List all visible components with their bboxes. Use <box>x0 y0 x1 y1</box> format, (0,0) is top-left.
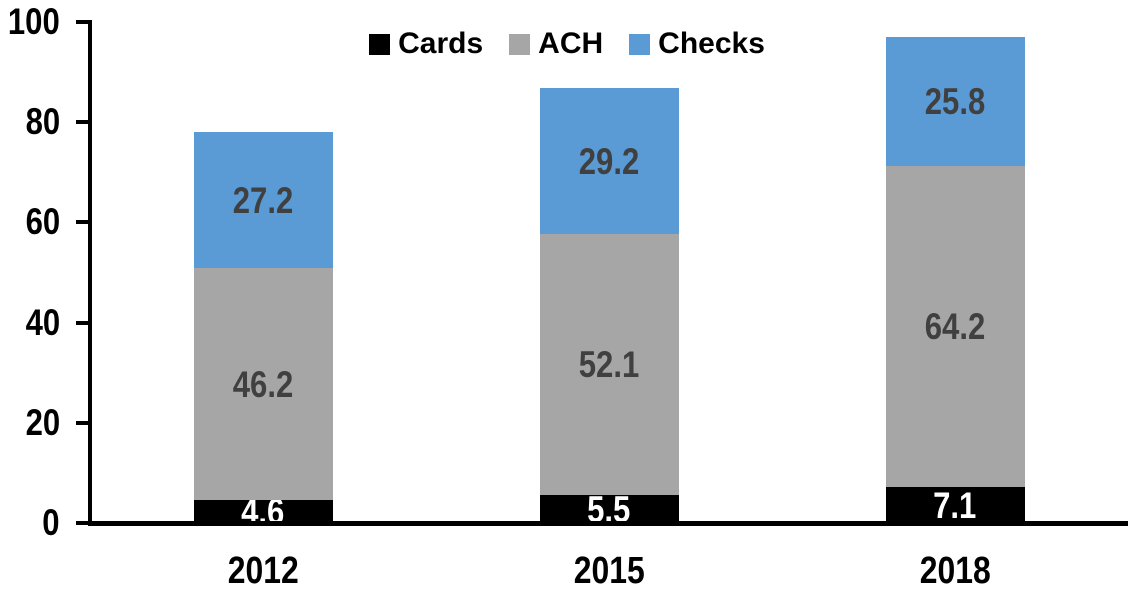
legend-label-ach: ACH <box>538 27 604 60</box>
x-axis-line <box>88 521 1128 526</box>
y-axis-tick-value: 80 <box>25 101 60 143</box>
x-axis-label-text: 2012 <box>227 549 299 592</box>
bar-value-label-ach-2012: 46.2 <box>232 363 294 405</box>
bar-value-label-ach-2018: 64.2 <box>924 306 986 348</box>
y-axis-tick <box>76 120 88 125</box>
y-axis-tick <box>76 20 88 24</box>
bar-segment-checks-2012: 27.2 <box>193 132 333 269</box>
bar-value-label-ach-2015: 52.1 <box>578 344 640 386</box>
x-axis-label-2015: 2015 <box>509 550 709 592</box>
x-axis-label-2012: 2012 <box>163 550 363 592</box>
y-axis-tick-value: 40 <box>25 301 60 343</box>
bar-segment-cards-2012: 4.6 <box>193 493 333 530</box>
legend: Cards ACH Checks <box>0 29 1134 59</box>
y-axis-tick <box>76 220 88 225</box>
y-axis-tick-label: 20 <box>0 401 60 443</box>
legend-swatch-cards-icon <box>369 33 391 55</box>
bar-segment-ach-2012: 46.2 <box>193 268 333 500</box>
bar-segment-cards-2015: 5.5 <box>539 491 679 528</box>
y-axis-tick-label: 80 <box>0 101 60 143</box>
legend-swatch-checks-icon <box>629 33 651 55</box>
bar-segment-cards-2018: 7.1 <box>885 484 1025 526</box>
legend-item-cards: Cards <box>369 29 483 59</box>
legend-label-cards: Cards <box>398 27 484 60</box>
y-axis-tick <box>76 521 88 525</box>
bar-value-label-checks-2015: 29.2 <box>578 140 640 182</box>
y-axis-tick <box>76 420 88 425</box>
y-axis-tick-label: 40 <box>0 301 60 343</box>
bar-value-label-checks-2012: 27.2 <box>232 179 294 221</box>
bar-value-label-cards-2018: 7.1 <box>933 484 977 526</box>
y-axis-tick-label: 0 <box>0 502 60 543</box>
bar-segment-checks-2018: 25.8 <box>885 36 1025 166</box>
legend-item-checks: Checks <box>629 29 765 59</box>
legend-label-checks: Checks <box>658 27 765 60</box>
x-axis-label-text: 2015 <box>573 549 645 592</box>
y-axis-tick-value: 100 <box>8 1 60 42</box>
bar-segment-ach-2015: 52.1 <box>539 234 679 496</box>
y-axis-tick-label: 60 <box>0 201 60 243</box>
bar-segment-ach-2018: 64.2 <box>885 165 1025 488</box>
bar-value-label-checks-2018: 25.8 <box>924 80 986 122</box>
legend-item-ach: ACH <box>509 29 603 59</box>
y-axis-tick-label: 100 <box>0 1 60 42</box>
x-axis-label-text: 2018 <box>919 549 991 592</box>
bar-segment-checks-2015: 29.2 <box>539 88 679 235</box>
x-axis-label-2018: 2018 <box>855 550 1055 592</box>
y-axis-tick-value: 60 <box>25 201 60 243</box>
y-axis-tick-value: 20 <box>25 401 60 443</box>
y-axis-tick <box>76 320 88 325</box>
legend-swatch-ach-icon <box>509 33 531 55</box>
y-axis-line <box>88 20 92 526</box>
y-axis-tick-value: 0 <box>42 502 60 543</box>
